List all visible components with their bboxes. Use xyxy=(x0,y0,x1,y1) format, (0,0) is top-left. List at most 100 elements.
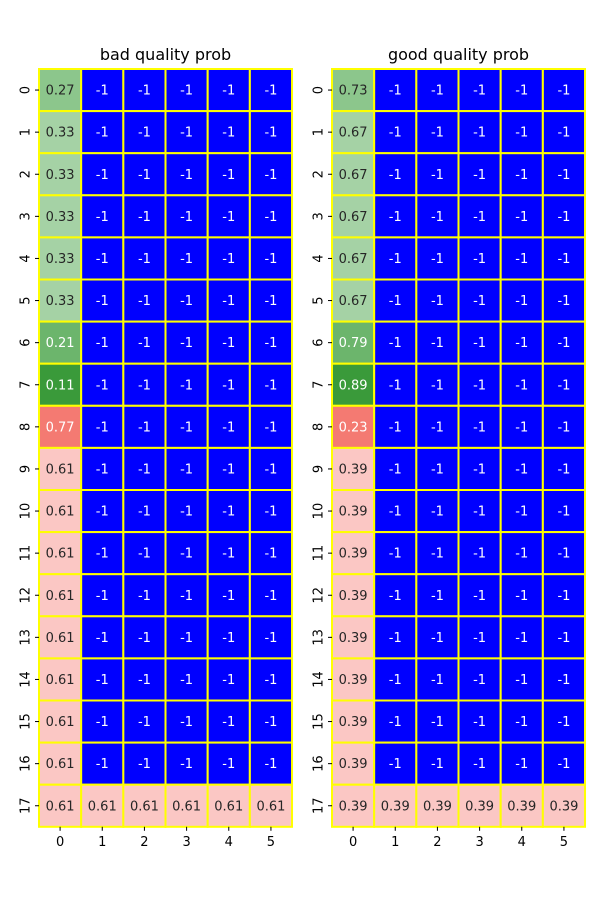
cell-value-label: 0.61 xyxy=(46,799,75,814)
cell-value-label: -1 xyxy=(96,336,109,351)
cell-value-label: -1 xyxy=(180,168,193,183)
heatmap-panel-bad-quality: bad quality prob 0.27 -1 -1 -1 -1 -1 0.33 -1 -1 -… xyxy=(19,45,294,850)
heatmap-cell xyxy=(248,531,294,576)
heatmap-cell xyxy=(457,657,502,702)
heatmap-cell xyxy=(248,699,294,744)
heatmap-cell xyxy=(415,362,460,407)
heatmap-cell xyxy=(206,446,251,491)
heatmap-cells xyxy=(38,68,294,828)
cell-value-label: 0.61 xyxy=(46,462,75,477)
cell-value-label: -1 xyxy=(473,210,486,225)
chart-title: bad quality prob xyxy=(100,45,231,64)
y-tick-label: 16 xyxy=(19,755,34,772)
heatmap-cell xyxy=(80,741,125,786)
cell-value-label: -1 xyxy=(431,252,444,267)
cell-value-label: -1 xyxy=(557,378,570,393)
cell-value-label: 0.39 xyxy=(339,547,368,562)
cell-value-label: -1 xyxy=(96,505,109,520)
cell-value-label: -1 xyxy=(473,505,486,520)
cell-value-label: -1 xyxy=(557,462,570,477)
heatmap-cell xyxy=(541,278,587,323)
x-axis-ticks: 0 1 2 3 4 5 xyxy=(349,826,568,850)
cell-value-label: -1 xyxy=(473,547,486,562)
y-tick-label: 3 xyxy=(19,212,34,220)
cell-value-label: -1 xyxy=(138,420,151,435)
cell-value-label: -1 xyxy=(264,631,277,646)
cell-value-label: -1 xyxy=(96,294,109,309)
heatmap-cell xyxy=(164,110,209,155)
cell-value-label: -1 xyxy=(180,336,193,351)
cell-value-label: -1 xyxy=(515,420,528,435)
cell-value-label: -1 xyxy=(180,420,193,435)
cell-value-label: -1 xyxy=(389,168,402,183)
cell-value-label: 0.39 xyxy=(549,799,578,814)
cell-value-label: 0.67 xyxy=(339,168,368,183)
heatmap-cell xyxy=(248,783,294,828)
cell-value-label: -1 xyxy=(557,84,570,99)
cell-value-label: -1 xyxy=(222,378,235,393)
cell-value-label: -1 xyxy=(222,294,235,309)
cell-value-label: 0.61 xyxy=(46,757,75,772)
x-tick-label: 3 xyxy=(182,835,190,850)
heatmap-cell xyxy=(541,573,587,618)
cell-value-label: 0.39 xyxy=(423,799,452,814)
cell-value-label: -1 xyxy=(138,126,151,141)
cell-value-label: 0.39 xyxy=(339,799,368,814)
x-tick-label: 2 xyxy=(140,835,148,850)
cell-value-label: -1 xyxy=(180,462,193,477)
heatmap-cell xyxy=(499,152,544,197)
cell-value-label: -1 xyxy=(557,336,570,351)
cell-value-label: -1 xyxy=(473,589,486,604)
cell-value-label: -1 xyxy=(557,294,570,309)
heatmap-cell xyxy=(248,278,294,323)
cell-value-label: 0.61 xyxy=(130,799,159,814)
cell-value-label: -1 xyxy=(138,673,151,688)
cell-value-label: -1 xyxy=(473,420,486,435)
cell-value-label: -1 xyxy=(222,715,235,730)
y-tick-label: 15 xyxy=(312,713,327,730)
cell-value-label: 0.39 xyxy=(339,673,368,688)
heatmap-cell xyxy=(122,741,167,786)
cell-value-label: -1 xyxy=(389,757,402,772)
cell-value-label: -1 xyxy=(431,126,444,141)
cell-value-label: -1 xyxy=(138,547,151,562)
heatmap-cell xyxy=(457,68,502,113)
heatmap-cell xyxy=(38,194,83,239)
y-tick-label: 11 xyxy=(19,545,34,562)
cell-value-label: -1 xyxy=(138,336,151,351)
cell-value-label: -1 xyxy=(389,631,402,646)
heatmap-cell xyxy=(457,194,502,239)
cell-value-label: -1 xyxy=(557,757,570,772)
y-tick-label: 8 xyxy=(19,423,34,431)
cell-value-label: -1 xyxy=(222,589,235,604)
y-tick-label: 7 xyxy=(19,381,34,389)
cell-value-label: -1 xyxy=(557,168,570,183)
y-tick-label: 1 xyxy=(312,128,327,136)
cell-value-label: -1 xyxy=(180,126,193,141)
cell-value-label: 0.67 xyxy=(339,294,368,309)
heatmap-cell xyxy=(248,404,294,449)
cell-value-label: -1 xyxy=(138,168,151,183)
cell-value-label: -1 xyxy=(431,378,444,393)
heatmap-cell xyxy=(38,573,83,618)
heatmap-cell xyxy=(541,194,587,239)
cell-value-label: -1 xyxy=(473,168,486,183)
heatmap-cell xyxy=(499,531,544,576)
cell-value-label: -1 xyxy=(264,210,277,225)
y-tick-label: 14 xyxy=(19,671,34,688)
y-tick-label: 9 xyxy=(312,465,327,473)
cell-value-label: -1 xyxy=(389,715,402,730)
heatmap-cell xyxy=(122,531,167,576)
cell-value-label: -1 xyxy=(96,757,109,772)
cell-value-label: -1 xyxy=(180,547,193,562)
cell-value-label: -1 xyxy=(557,589,570,604)
cell-value-label: -1 xyxy=(96,168,109,183)
cell-value-label: -1 xyxy=(138,294,151,309)
y-tick-label: 11 xyxy=(312,545,327,562)
cell-value-label: -1 xyxy=(431,462,444,477)
cell-value-label: 0.61 xyxy=(172,799,201,814)
cell-value-label: -1 xyxy=(264,336,277,351)
cell-value-label: -1 xyxy=(389,589,402,604)
heatmap-cell xyxy=(122,404,167,449)
